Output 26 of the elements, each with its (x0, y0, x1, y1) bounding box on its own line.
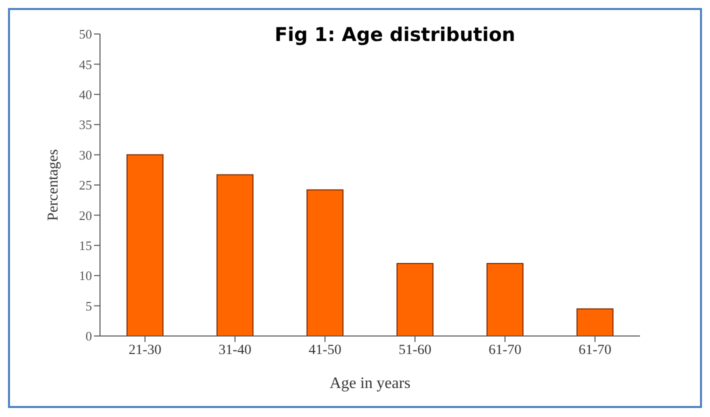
bar (396, 263, 434, 336)
y-tick-label: 20 (79, 208, 92, 223)
bar (306, 189, 344, 336)
y-axis-title: Percentages (45, 149, 62, 221)
bar (126, 154, 164, 336)
x-tick-label: 61-70 (488, 342, 522, 358)
bar (486, 263, 524, 336)
y-tick-label: 10 (79, 268, 92, 284)
bar (576, 308, 614, 336)
y-tick-label: 35 (79, 117, 92, 132)
x-tick-label: 21-30 (128, 342, 162, 358)
y-tick-label: 45 (79, 56, 92, 72)
bar (216, 174, 254, 336)
y-tick-label: 15 (79, 238, 92, 254)
x-tick-label: 41-50 (308, 342, 342, 358)
x-tick-label: 31-40 (218, 342, 252, 358)
x-tick-label: 61-70 (578, 342, 612, 358)
y-tick-label: 50 (79, 26, 92, 42)
y-tick-label: 30 (79, 147, 92, 162)
chart-title: Fig 1: Age distribution (274, 24, 516, 46)
y-tick-label: 40 (79, 87, 92, 102)
y-tick-label: 5 (86, 298, 92, 314)
x-tick-label: 51-60 (398, 342, 432, 358)
y-tick-label: 25 (79, 178, 92, 193)
y-tick-label: 0 (86, 328, 92, 344)
x-axis-title: Age in years (330, 375, 410, 392)
